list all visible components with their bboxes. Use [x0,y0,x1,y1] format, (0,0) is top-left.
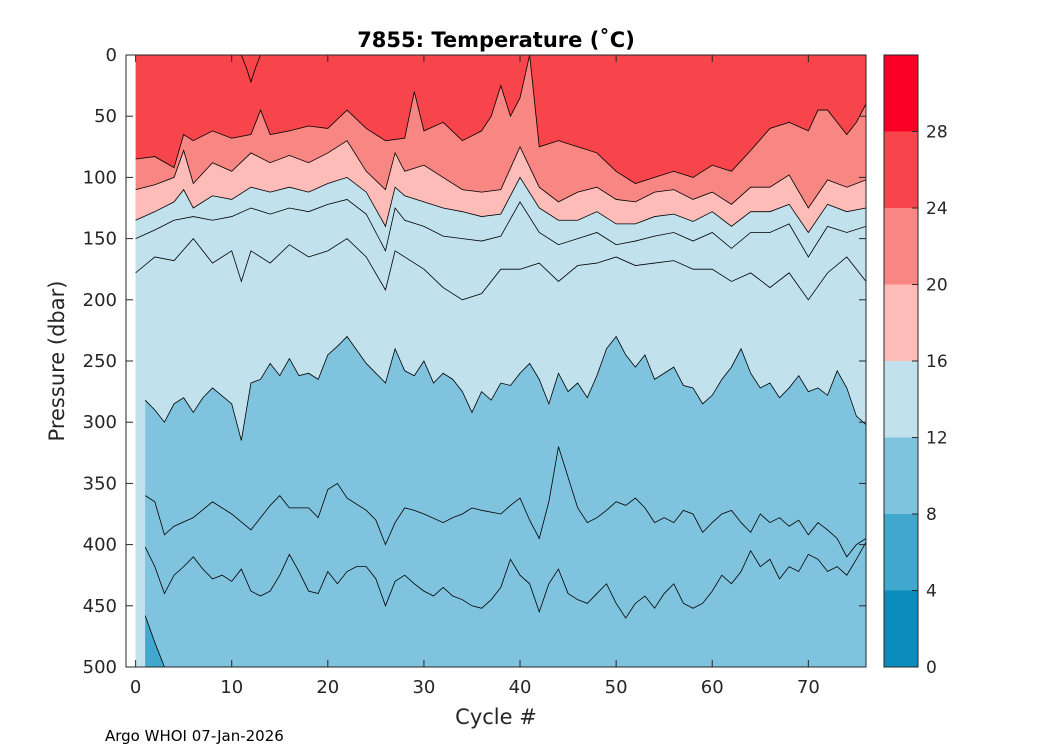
contour-line-14 [135,198,866,258]
x-tick-label: 0 [130,677,141,698]
x-tick-label: 70 [797,677,820,698]
y-tick-label: 50 [94,106,117,127]
colorbar-segment [884,361,918,438]
y-axis-title: Pressure (dbar) [45,281,69,442]
x-tick-label: 30 [412,677,435,698]
y-tick-label: 0 [106,45,117,66]
x-tick-label: 60 [701,677,724,698]
colorbar-segment [884,284,918,361]
colorbar-tick-label: 24 [926,199,948,219]
x-axis-ticks: 0 10 20 30 40 50 60 70 [130,55,820,698]
contour-line-10 [145,446,866,558]
colorbar [884,55,918,667]
y-tick-label: 300 [83,412,117,433]
x-tick-label: 40 [509,677,532,698]
temp-band-cold-pocket [145,615,165,667]
colorbar-tick-label: 12 [926,429,948,449]
colorbar-tick-label: 0 [926,658,937,678]
colorbar-segment [884,590,918,667]
contour-line-16 [135,176,866,234]
y-tick-label: 450 [83,596,117,617]
y-tick-label: 200 [83,290,117,311]
colorbar-segment [884,208,918,285]
colorbar-segment [884,131,918,208]
contour-line-24 [135,55,866,184]
contour-line-20 [135,140,866,209]
contour-line-9 [144,541,866,619]
y-tick-label: 500 [83,657,117,678]
y-tick-label: 400 [83,535,117,556]
contour-fills [135,55,866,667]
colorbar-segment [884,55,918,132]
y-axis-ticks: 0 50 100 150 200 250 300 350 400 450 500 [83,45,866,678]
y-tick-label: 150 [83,229,117,250]
colorbar-tick-label: 16 [926,352,948,372]
y-tick-label: 350 [83,473,117,494]
colorbar-tick-label: 4 [926,582,937,602]
contour-lines [135,55,866,667]
x-tick-label: 50 [605,677,628,698]
y-tick-label: 250 [83,351,117,372]
colorbar-tick-label: 8 [926,505,937,525]
x-axis-title: Cycle # [455,705,537,729]
contour-line-13 [135,237,866,301]
contour-line-26 [240,55,261,84]
y-tick-label: 100 [83,167,117,188]
colorbar-tick-label: 28 [926,123,948,143]
temp-band-surface [135,55,866,184]
temp-band-9 [145,542,866,667]
colorbar-segment [884,437,918,514]
contour-line-12 [144,335,866,441]
x-tick-label: 20 [316,677,339,698]
chart-title: 7855: Temperature (˚C) [357,28,635,52]
colorbar-ticks: 0 4 8 12 16 20 24 28 [912,123,948,678]
x-tick-label: 10 [220,677,243,698]
contour-line-8 [144,615,165,667]
colorbar-segment [884,514,918,591]
colorbar-tick-label: 20 [926,276,948,296]
footer-credit: Argo WHOI 07-Jan-2026 [105,727,284,745]
